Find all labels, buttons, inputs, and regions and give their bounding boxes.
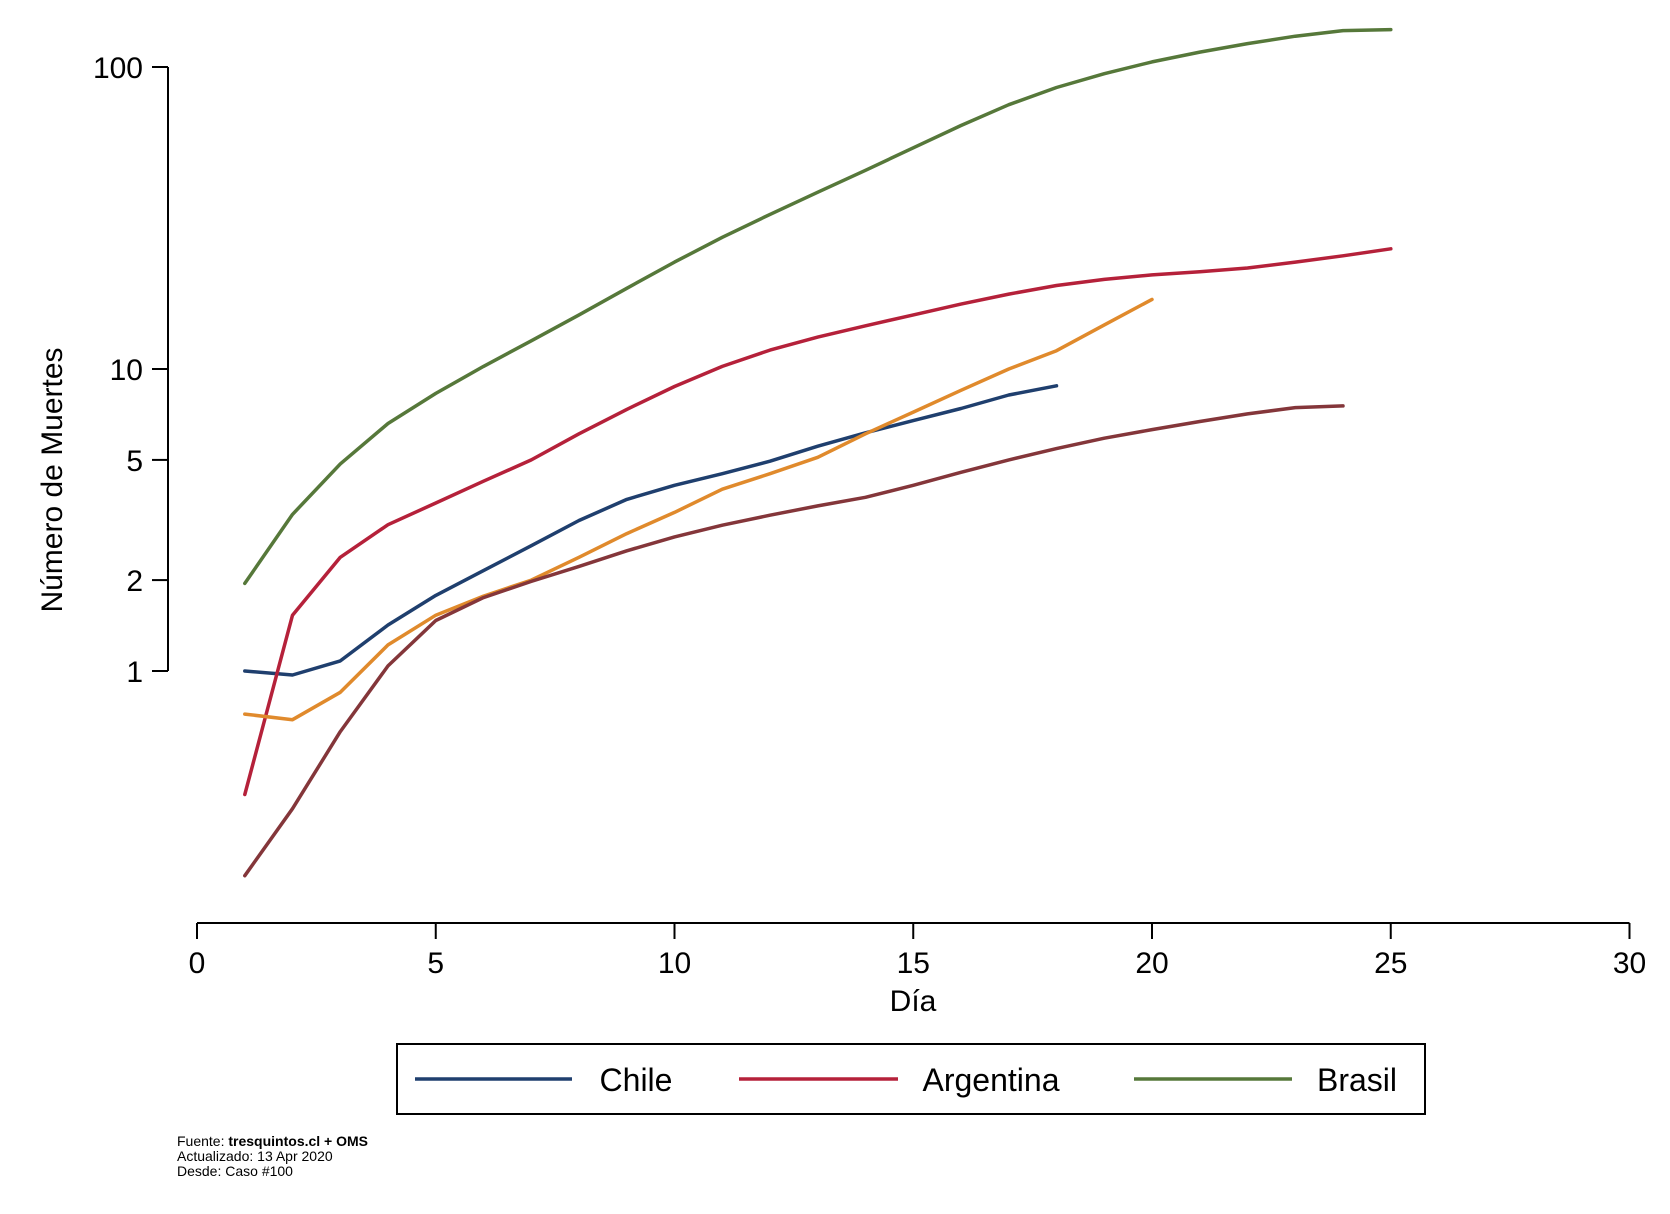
x-tick-label: 10 [658,947,691,980]
legend: Chile Argentina Brasil [396,1043,1426,1115]
legend-label-chile: Chile [600,1062,673,1098]
series-line-argentina [243,247,1393,797]
y-tick-label: 10 [110,354,143,387]
legend-item-brasil: Brasil [1134,1062,1397,1098]
series-series-4 [243,297,1154,722]
legend-item-argentina: Argentina [739,1062,1060,1098]
series-line-chile [243,384,1059,677]
series-chile [243,384,1059,677]
y-axis-title: Número de Muertes [36,347,69,612]
y-axis: 1 2 5 10 100 [93,52,169,689]
footnote-updated: Actualizado: 13 Apr 2020 [177,1148,333,1164]
series-layer [243,27,1393,878]
x-tick-label: 15 [897,947,930,980]
y-tick-label: 2 [126,565,143,598]
x-axis: 0 5 10 15 20 25 30 [189,922,1646,980]
series-series-5 [243,404,1345,878]
y-tick-label: 1 [126,656,143,689]
footnote: Fuente: tresquintos.cl + OMS Actualizado… [177,1134,368,1179]
x-tick-label: 20 [1135,947,1168,980]
x-tick-label: 25 [1374,947,1407,980]
y-tick-label: 100 [93,52,143,85]
legend-label-argentina: Argentina [923,1062,1060,1098]
footnote-source: Fuente: tresquintos.cl + OMS [177,1134,368,1149]
x-tick-label: 5 [427,947,444,980]
footnote-since: Desde: Caso #100 [177,1163,293,1179]
series-brasil [243,27,1393,586]
footnote-source-prefix: Fuente: [177,1133,229,1149]
legend-label-brasil: Brasil [1317,1062,1397,1098]
footnote-source-name: tresquintos.cl + OMS [228,1133,369,1149]
series-argentina [243,247,1393,797]
x-axis-title: Día [890,985,937,1018]
x-tick-label: 0 [189,947,206,980]
series-line-series-4 [243,297,1154,722]
series-line-brasil [243,27,1393,586]
series-line-series-5 [243,404,1345,878]
y-tick-label: 5 [126,445,143,478]
legend-item-chile: Chile [415,1062,672,1098]
x-tick-label: 30 [1613,947,1646,980]
